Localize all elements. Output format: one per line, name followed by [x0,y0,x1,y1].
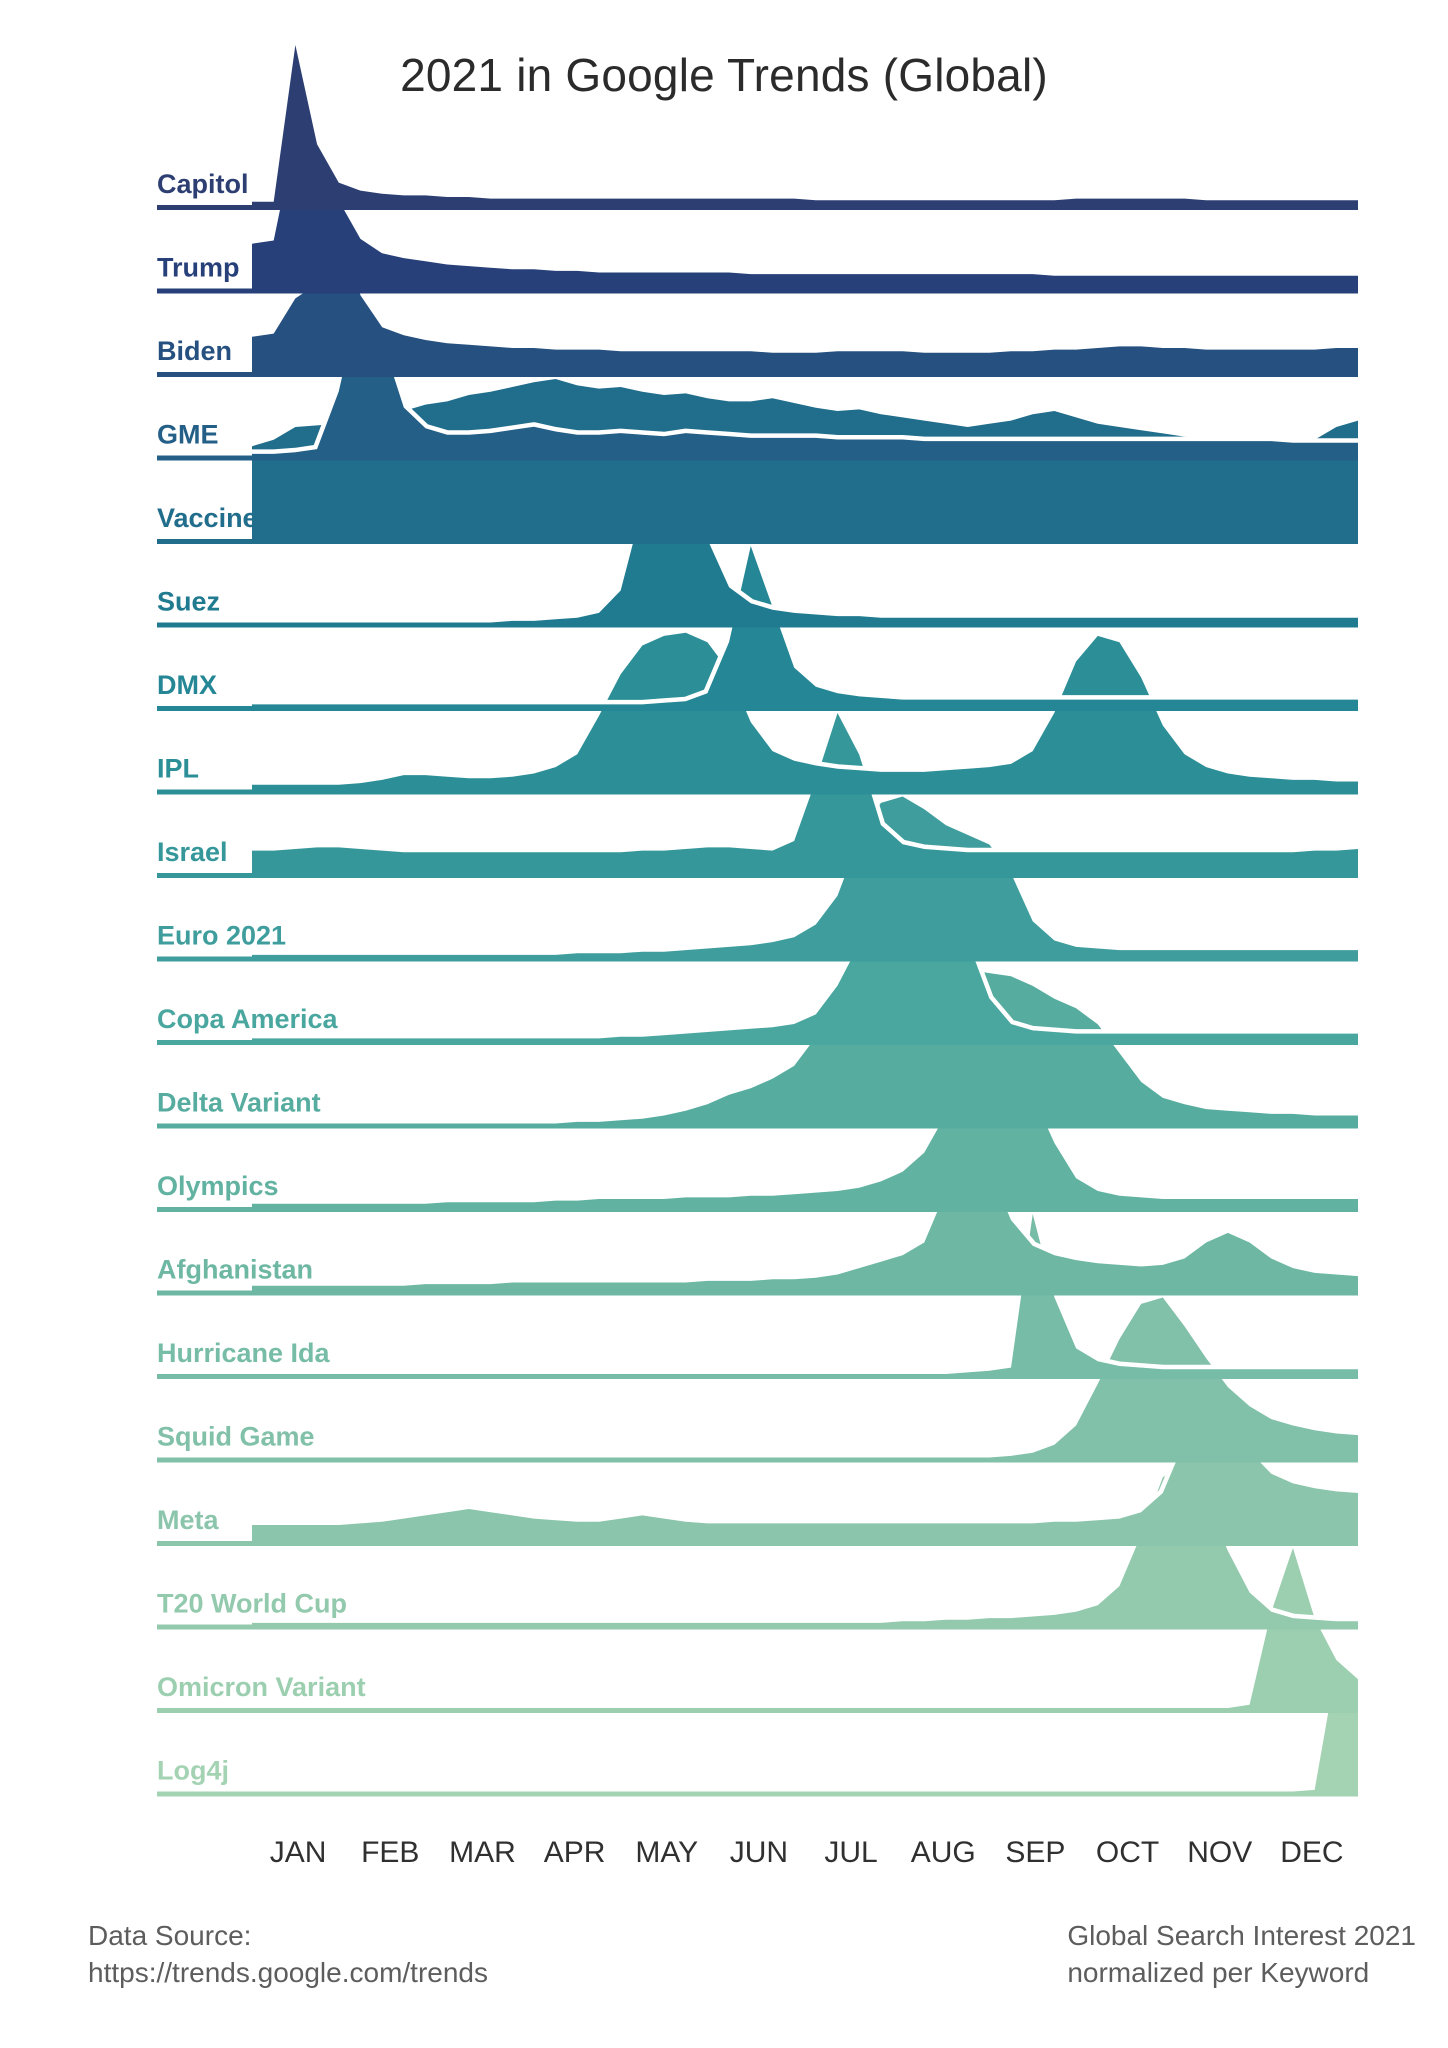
ridge-row-label: Copa America [157,1004,339,1034]
ridge-row-ipl: IPL [157,628,1363,795]
ridge-area [252,1130,1358,1291]
x-axis-tick-mar: MAR [449,1836,516,1869]
ridge-row-label: Vaccine [157,503,258,533]
ridge-row-log4j: Log4j [157,1662,1363,1797]
ridge-row-label: Log4j [157,1756,229,1786]
footer-data-source: Data Source: https://trends.google.com/t… [88,1920,488,1988]
ridge-area [252,1666,1358,1792]
ridge-area [252,632,1358,790]
ridge-area [252,1297,1358,1458]
x-axis-tick-jul: JUL [824,1836,877,1869]
ridge-row-trump: Trump [157,128,1363,294]
ridge-row-squid-game: Squid Game [157,1293,1363,1463]
ridge-row-afghanistan: Afghanistan [157,1126,1363,1296]
x-axis-tick-may: MAY [635,1836,698,1869]
footer-normalization-note: Global Search Interest 2021 normalized p… [1067,1920,1416,1988]
x-axis-tick-sep: SEP [1005,1836,1065,1869]
ridge-row-label: Israel [157,837,228,867]
ridge-row-dmx: DMX [157,541,1363,711]
ridge-row-label: Suez [157,587,220,617]
x-axis-tick-feb: FEB [361,1836,419,1869]
ridge-row-t20-world-cup: T20 World Cup [157,1460,1363,1630]
ridge-area-halo [247,40,1363,210]
ridge-row-label: Capitol [157,169,249,199]
x-axis-tick-aug: AUG [911,1836,976,1869]
x-axis-month-labels: JAN FEB MAR APR MAY JUN JUL AUG SEP OCT NOV DEC [270,1836,1344,1869]
ridge-row-label: Afghanistan [157,1255,313,1285]
ridge-row-label: Squid Game [157,1422,315,1452]
ridge-row-label: Hurricane Ida [157,1338,331,1368]
ridge-row-capitol: Capitol [157,40,1363,210]
ridge-row-hurricane-ida: Hurricane Ida [157,1209,1363,1379]
x-axis-tick-oct: OCT [1096,1836,1159,1869]
ridge-area [252,212,1358,372]
ridge-row-label: Biden [157,336,232,366]
ridge-row-label: Delta Variant [157,1088,321,1118]
ridge-area [252,45,1358,205]
x-axis-tick-apr: APR [544,1836,606,1869]
ridge-row-label: Euro 2021 [157,921,286,951]
ridge-row-label: Olympics [157,1171,279,1201]
ridge-row-label: Meta [157,1505,219,1535]
ridge-row-euro-2021: Euro 2021 [157,792,1363,962]
ridge-row-suez: Suez [157,458,1363,628]
x-axis-tick-jun: JUN [730,1836,788,1869]
ridge-row-delta-variant: Delta Variant [157,962,1363,1129]
ridge-area-halo [247,1662,1363,1796]
ridge-row-label: DMX [157,670,217,700]
x-axis-tick-dec: DEC [1280,1836,1343,1869]
x-axis-tick-jan: JAN [270,1836,327,1869]
ridge-row-label: T20 World Cup [157,1589,347,1619]
ridge-area [252,1381,1358,1541]
ridge-row-omicron-variant: Omicron Variant [157,1543,1363,1713]
ridge-row-biden: Biden [157,207,1363,377]
ridge-area [252,713,1358,873]
x-axis-tick-nov: NOV [1187,1836,1252,1869]
ridge-row-label: Omicron Variant [157,1672,366,1702]
ridge-area [252,1464,1358,1625]
ridge-area [252,966,1358,1124]
ridge-row-olympics: Olympics [157,1042,1363,1212]
page-title: 2021 in Google Trends (Global) [400,49,1048,101]
ridge-row-label: IPL [157,754,199,784]
ridge-row-label: GME [157,420,219,450]
ridge-row-copa-america: Copa America [157,875,1363,1045]
ridge-row-label: Trump [157,253,240,283]
ridge-area [252,133,1358,289]
